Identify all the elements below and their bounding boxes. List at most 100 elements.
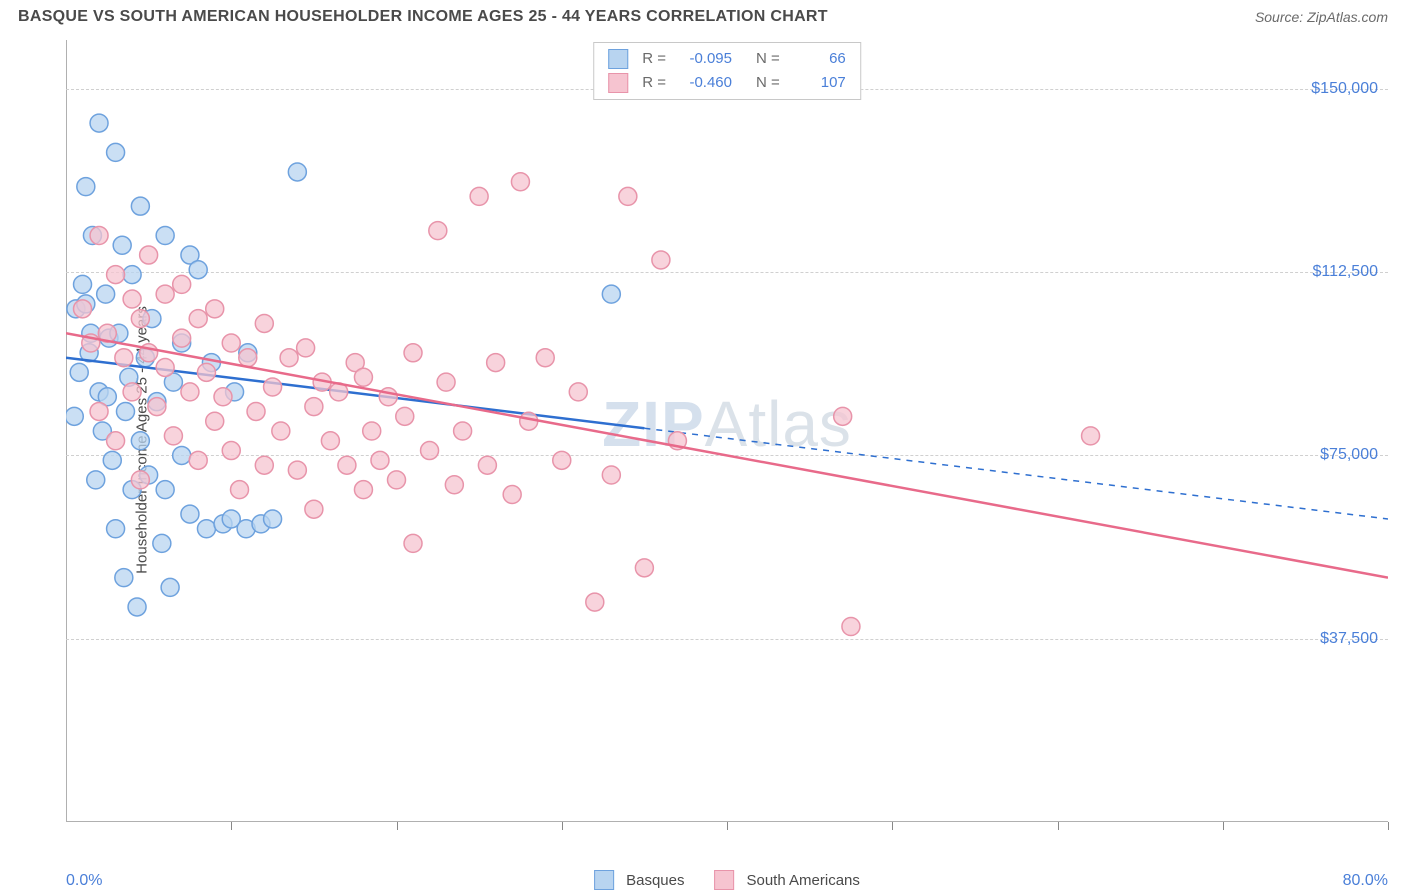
scatter-point	[173, 446, 191, 464]
scatter-point	[297, 339, 315, 357]
scatter-point	[437, 373, 455, 391]
scatter-point	[404, 534, 422, 552]
scatter-point	[321, 432, 339, 450]
scatter-point	[429, 222, 447, 240]
scatter-point	[396, 407, 414, 425]
scatter-point	[107, 520, 125, 538]
scatter-point	[371, 451, 389, 469]
scatter-point	[635, 559, 653, 577]
legend-r-label: R =	[642, 71, 666, 95]
scatter-point	[90, 227, 108, 245]
legend-swatch	[714, 870, 734, 890]
scatter-point	[206, 412, 224, 430]
scatter-point	[834, 407, 852, 425]
scatter-point	[107, 266, 125, 284]
scatter-point	[164, 427, 182, 445]
scatter-point	[90, 114, 108, 132]
scatter-point	[107, 432, 125, 450]
scatter-point	[156, 285, 174, 303]
scatter-point	[288, 461, 306, 479]
scatter-point	[206, 300, 224, 318]
legend-swatch	[594, 870, 614, 890]
regression-line-extrapolated	[644, 428, 1388, 519]
scatter-point	[602, 466, 620, 484]
x-axis-max-label: 80.0%	[1343, 872, 1388, 890]
scatter-point	[264, 378, 282, 396]
scatter-point	[123, 383, 141, 401]
scatter-point	[445, 476, 463, 494]
scatter-point	[272, 422, 290, 440]
scatter-point	[115, 349, 133, 367]
scatter-point	[173, 275, 191, 293]
scatter-point	[66, 407, 83, 425]
scatter-point	[197, 363, 215, 381]
legend-series-label: South Americans	[746, 872, 859, 889]
scatter-point	[619, 187, 637, 205]
scatter-point	[363, 422, 381, 440]
scatter-point	[181, 505, 199, 523]
scatter-point	[131, 471, 149, 489]
scatter-point	[288, 163, 306, 181]
scatter-point	[454, 422, 472, 440]
scatter-point	[70, 363, 88, 381]
scatter-point	[189, 310, 207, 328]
scatter-point	[222, 442, 240, 460]
scatter-point	[231, 481, 249, 499]
scatter-point	[131, 310, 149, 328]
scatter-point	[586, 593, 604, 611]
scatter-point	[478, 456, 496, 474]
bottom-legend-item: South Americans	[714, 870, 859, 890]
scatter-point	[131, 197, 149, 215]
scatter-point	[107, 143, 125, 161]
scatter-point	[421, 442, 439, 460]
scatter-point	[280, 349, 298, 367]
legend-n-label: N =	[756, 71, 780, 95]
source-attribution: Source: ZipAtlas.com	[1255, 9, 1388, 25]
scatter-point	[123, 290, 141, 308]
scatter-point	[503, 486, 521, 504]
chart-container: Householder Income Ages 25 - 44 years ZI…	[18, 40, 1388, 840]
scatter-point	[264, 510, 282, 528]
scatter-point	[156, 358, 174, 376]
legend-n-value: 66	[794, 47, 846, 71]
scatter-point	[128, 598, 146, 616]
legend-r-value: -0.460	[680, 71, 732, 95]
legend-swatch	[608, 73, 628, 93]
legend-n-value: 107	[794, 71, 846, 95]
scatter-point	[404, 344, 422, 362]
legend-series-label: Basques	[626, 872, 684, 889]
scatter-point	[116, 402, 134, 420]
regression-line	[66, 333, 1388, 577]
chart-title: BASQUE VS SOUTH AMERICAN HOUSEHOLDER INC…	[18, 8, 828, 26]
legend-r-label: R =	[642, 47, 666, 71]
scatter-point	[354, 481, 372, 499]
scatter-point	[140, 246, 158, 264]
scatter-point	[181, 383, 199, 401]
bottom-legend-item: Basques	[594, 870, 684, 890]
scatter-point	[652, 251, 670, 269]
scatter-point	[90, 402, 108, 420]
scatter-point	[153, 534, 171, 552]
scatter-point	[842, 618, 860, 636]
x-axis-min-label: 0.0%	[66, 872, 102, 890]
scatter-point	[511, 173, 529, 191]
scatter-point	[161, 578, 179, 596]
scatter-point	[156, 481, 174, 499]
scatter-point	[74, 300, 92, 318]
scatter-point	[103, 451, 121, 469]
scatter-point	[77, 178, 95, 196]
scatter-point	[553, 451, 571, 469]
scatter-point	[74, 275, 92, 293]
scatter-point	[197, 520, 215, 538]
legend-n-label: N =	[756, 47, 780, 71]
scatter-point	[131, 432, 149, 450]
scatter-point	[470, 187, 488, 205]
scatter-point	[173, 329, 191, 347]
scatter-point	[148, 398, 166, 416]
scatter-point	[255, 456, 273, 474]
scatter-point	[247, 402, 265, 420]
scatter-point	[87, 471, 105, 489]
x-tick	[1388, 822, 1389, 830]
scatter-point	[222, 334, 240, 352]
scatter-point	[305, 500, 323, 518]
